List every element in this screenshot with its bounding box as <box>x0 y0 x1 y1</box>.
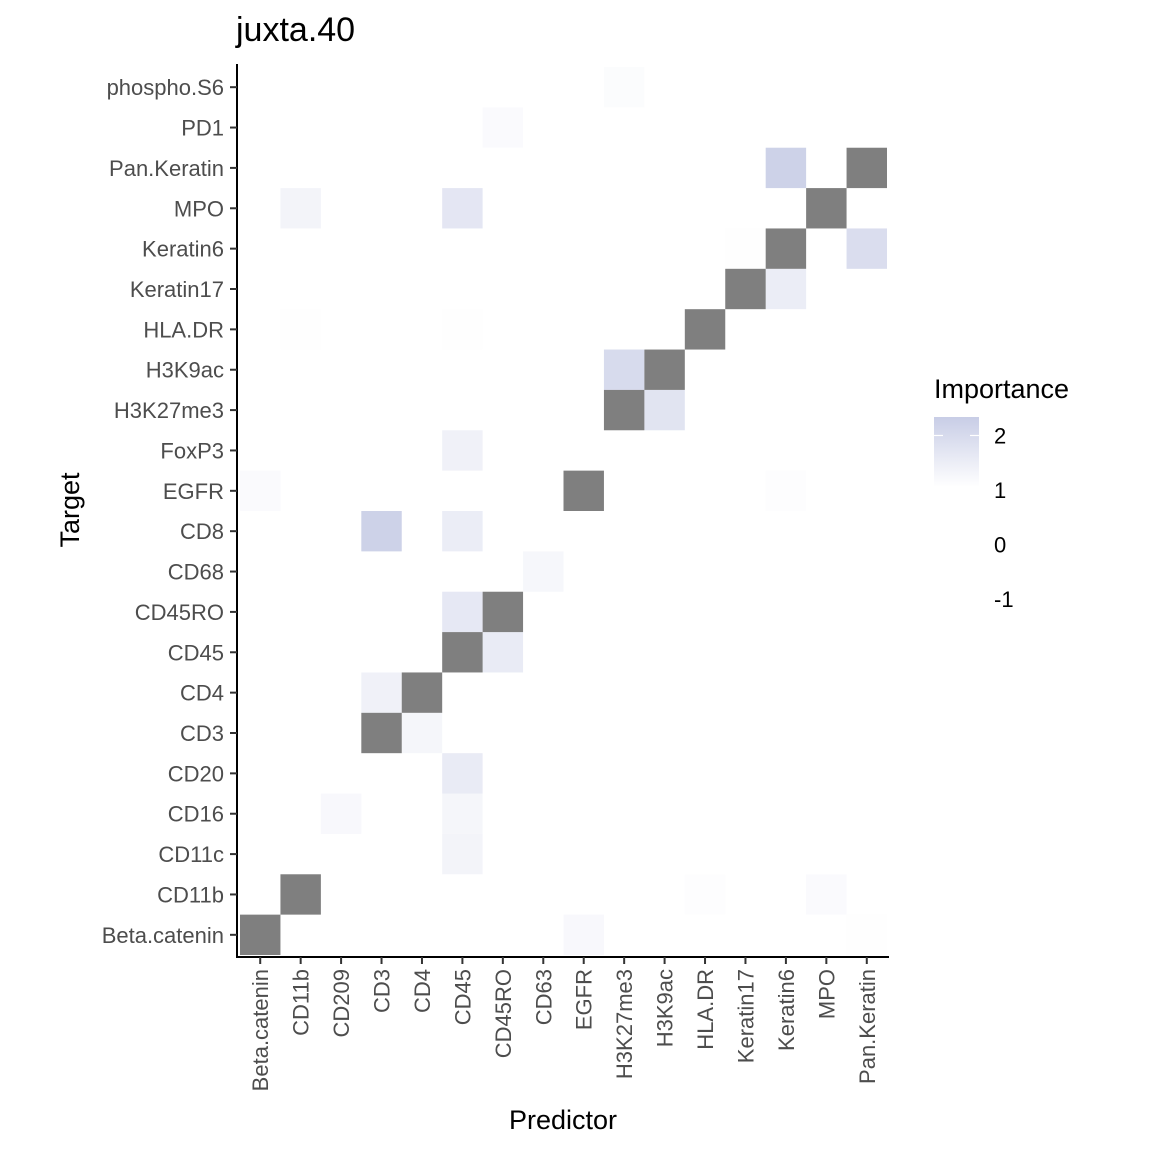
x-axis-title: Predictor <box>509 1105 617 1135</box>
heatmap-self-cell <box>240 914 281 955</box>
y-tick-label: CD4 <box>180 681 224 706</box>
heatmap-cell <box>442 591 483 633</box>
y-tick-label: EGFR <box>163 479 224 504</box>
heatmap-self-cell <box>482 591 524 633</box>
heatmap-cell <box>523 551 564 592</box>
x-tick-label: CD209 <box>329 969 354 1037</box>
y-tick-label: FoxP3 <box>160 438 224 463</box>
heatmap-cell <box>684 874 726 915</box>
heatmap-cell <box>765 147 807 189</box>
y-tick-label: CD45RO <box>135 600 224 625</box>
x-tick-label: CD11b <box>289 969 314 1036</box>
heatmap-cell <box>482 107 524 148</box>
heatmap-self-cell <box>765 228 807 269</box>
heatmap-cell <box>846 914 887 955</box>
y-tick-label: Keratin6 <box>142 237 224 262</box>
heatmap-self-cell <box>442 632 483 673</box>
heatmap-cell <box>401 712 443 754</box>
y-tick-label: Pan.Keratin <box>109 156 224 181</box>
heatmap-self-cell <box>725 268 766 310</box>
heatmap-cell <box>442 309 483 350</box>
y-tick-label: MPO <box>174 196 224 221</box>
heatmap-self-cell <box>401 672 443 713</box>
x-tick-label: CD63 <box>531 969 556 1025</box>
y-tick-label: Beta.catenin <box>102 923 224 948</box>
y-tick-label: phospho.S6 <box>107 75 224 100</box>
legend-ticks: 2 1 0 -1 <box>934 424 1014 612</box>
x-tick-label: CD3 <box>370 969 395 1013</box>
x-tick-label: MPO <box>814 969 839 1019</box>
heatmap-self-cell <box>644 349 685 390</box>
x-tick-label: HLA.DR <box>693 969 718 1050</box>
heatmap-cell <box>280 188 321 229</box>
heatmap-self-cell <box>280 874 321 915</box>
legend-title: Importance <box>934 374 1069 404</box>
x-tick-label: EGFR <box>572 969 597 1030</box>
heatmap-cell <box>765 268 807 310</box>
legend-tick-label: 0 <box>994 533 1006 558</box>
x-ticks: Beta.catenin CD11b CD209 CD3 CD4 CD45 CD45RO CD… <box>248 957 880 1091</box>
x-tick-label: CD45RO <box>491 969 516 1058</box>
x-tick-label: CD4 <box>410 969 435 1013</box>
cells-layer <box>240 67 887 955</box>
legend-tick-label: 2 <box>994 424 1006 449</box>
y-ticks: Beta.catenin CD11b CD11c CD16 CD20 CD3 CD4 CD45… <box>102 75 237 948</box>
heatmap-cell <box>442 793 483 834</box>
heatmap-self-cell <box>806 188 847 229</box>
y-tick-label: CD45 <box>168 640 224 665</box>
heatmap-self-cell <box>361 712 402 754</box>
heatmap-cell <box>361 511 402 552</box>
heatmap-cell <box>442 511 483 552</box>
y-tick-label: Keratin17 <box>130 277 224 302</box>
heatmap-cell <box>442 833 483 875</box>
x-tick-label: CD45 <box>450 969 475 1025</box>
heatmap-cell <box>280 309 321 350</box>
heatmap-cell <box>644 389 685 431</box>
heatmap-cell <box>846 228 887 269</box>
heatmap-cell <box>603 349 645 390</box>
y-tick-label: CD3 <box>180 721 224 746</box>
heatmap-cell <box>320 793 362 834</box>
y-tick-label: CD8 <box>180 519 224 544</box>
y-tick-label: H3K27me3 <box>114 398 224 423</box>
chart-title: juxta.40 <box>235 11 355 49</box>
heatmap-cell <box>603 67 645 108</box>
heatmap-cell <box>240 470 281 511</box>
y-tick-label: HLA.DR <box>143 317 224 342</box>
y-tick-label: CD11b <box>157 882 224 907</box>
heatmap-self-cell <box>563 470 604 511</box>
heatmap-cell <box>806 874 847 915</box>
y-tick-label: CD20 <box>168 761 224 786</box>
x-tick-label: Pan.Keratin <box>855 969 880 1084</box>
y-tick-label: H3K9ac <box>146 358 224 383</box>
heatmap-cell <box>563 914 604 955</box>
x-tick-label: H3K9ac <box>653 969 678 1047</box>
y-tick-label: CD16 <box>168 802 224 827</box>
legend-tick-label: -1 <box>994 587 1014 612</box>
y-tick-label: PD1 <box>181 116 224 141</box>
x-tick-label: Keratin17 <box>733 969 758 1063</box>
heatmap-cell <box>361 672 402 713</box>
y-axis-title: Target <box>55 472 85 548</box>
x-tick-label: H3K27me3 <box>612 969 637 1079</box>
heatmap-self-cell <box>684 309 726 350</box>
heatmap-cell <box>442 188 483 229</box>
heatmap-self-cell <box>846 147 887 189</box>
heatmap-cell <box>442 753 483 794</box>
x-tick-label: Beta.catenin <box>248 969 273 1091</box>
heatmap-cell <box>482 632 524 673</box>
legend-colorbar <box>934 417 979 487</box>
legend-tick-label: 1 <box>994 478 1006 503</box>
heatmap-self-cell <box>603 389 645 431</box>
y-tick-label: CD11c <box>158 842 224 867</box>
heatmap-cell <box>725 228 766 269</box>
x-tick-label: Keratin6 <box>774 969 799 1051</box>
heatmap-cell <box>442 430 483 471</box>
y-tick-label: CD68 <box>168 560 224 585</box>
heatmap-cell <box>765 470 807 511</box>
